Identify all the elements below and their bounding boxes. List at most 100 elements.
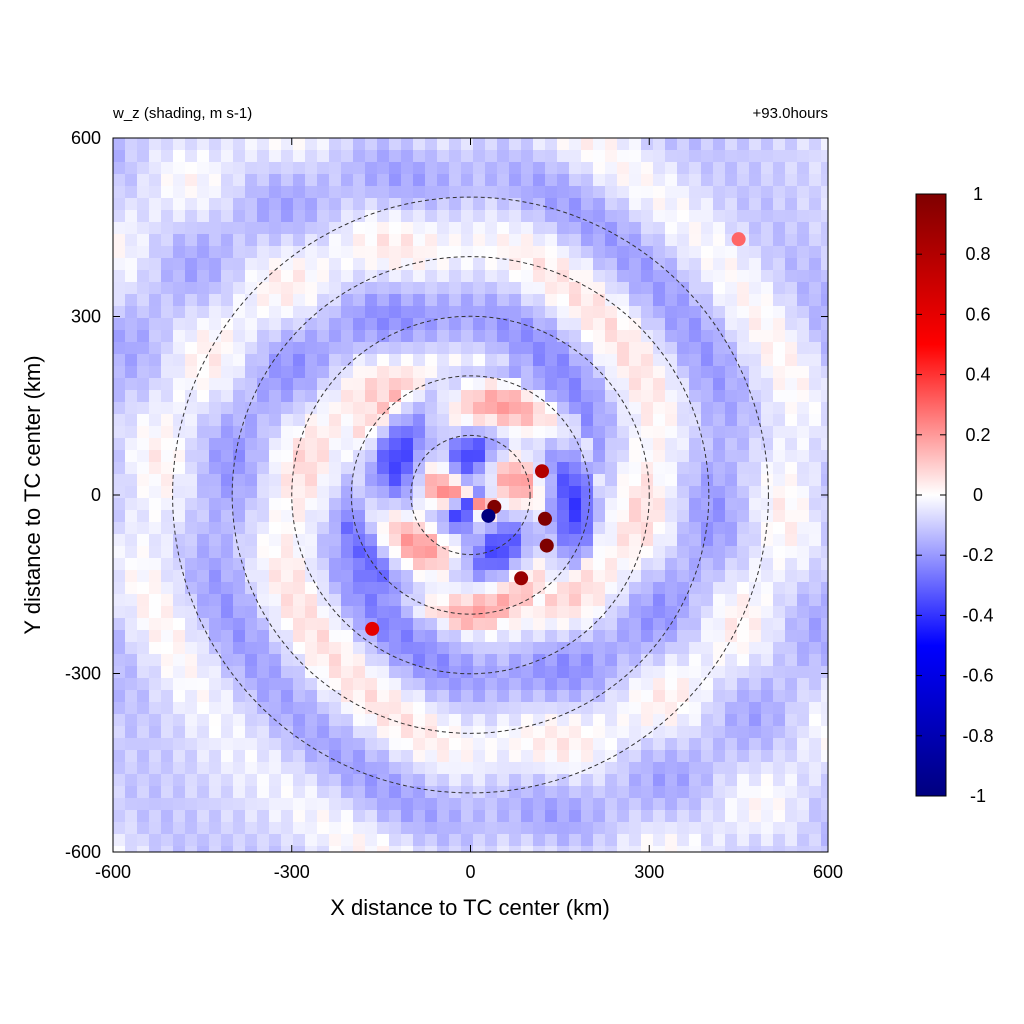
field-cell [365, 546, 378, 559]
field-cell [533, 666, 546, 679]
field-cell [293, 522, 306, 535]
field-cell [365, 606, 378, 619]
field-cell [281, 366, 294, 379]
field-cell [197, 438, 210, 451]
field-cell [401, 570, 414, 583]
field-cell [713, 150, 726, 163]
field-cell [761, 714, 774, 727]
field-cell [185, 258, 198, 271]
field-cell [653, 162, 666, 175]
field-cell [233, 186, 246, 199]
field-cell [401, 474, 414, 487]
field-cell [461, 414, 474, 427]
field-cell [761, 390, 774, 403]
field-cell [113, 702, 126, 715]
field-cell [185, 738, 198, 751]
field-cell [737, 426, 750, 439]
field-cell [593, 270, 606, 283]
chart-title-left: w_z (shading, m s-1) [112, 105, 252, 122]
field-cell [689, 558, 702, 571]
field-cell [125, 330, 138, 343]
field-cell [113, 546, 126, 559]
field-cell [737, 798, 750, 811]
field-cell [137, 690, 150, 703]
field-cell [773, 762, 786, 775]
field-cell [305, 354, 318, 367]
field-cell [233, 642, 246, 655]
field-cell [173, 666, 186, 679]
field-cell [533, 222, 546, 235]
field-cell [281, 654, 294, 667]
field-cell [725, 474, 738, 487]
field-cell [737, 198, 750, 211]
field-cell [149, 810, 162, 823]
field-cell [461, 294, 474, 307]
field-cell [821, 234, 828, 247]
field-cell [377, 690, 390, 703]
field-cell [617, 666, 630, 679]
field-cell [401, 426, 414, 439]
colorbar-tick-label: -1 [970, 786, 986, 806]
field-cell [221, 666, 234, 679]
field-cell [593, 546, 606, 559]
field-cell [497, 210, 510, 223]
field-cell [473, 594, 486, 607]
field-cell [401, 690, 414, 703]
field-cell [125, 618, 138, 631]
field-cell [413, 618, 426, 631]
field-cell [701, 606, 714, 619]
field-cell [761, 498, 774, 511]
field-cell [521, 342, 534, 355]
field-cell [257, 210, 270, 223]
field-cell [293, 714, 306, 727]
field-cell [569, 246, 582, 259]
field-cell [257, 630, 270, 643]
field-cell [485, 822, 498, 835]
field-cell [437, 162, 450, 175]
field-cell [473, 246, 486, 259]
field-cell [809, 162, 822, 175]
field-cell [257, 246, 270, 259]
field-cell [449, 198, 462, 211]
field-cell [269, 582, 282, 595]
field-cell [209, 642, 222, 655]
field-cell [149, 174, 162, 187]
field-cell [125, 450, 138, 463]
field-cell [329, 546, 342, 559]
field-cell [605, 786, 618, 799]
field-cell [581, 438, 594, 451]
field-cell [353, 306, 366, 319]
field-cell [125, 570, 138, 583]
y-axis-label: Y distance to TC center (km) [20, 355, 45, 634]
field-cell [221, 510, 234, 523]
field-cell [197, 342, 210, 355]
field-cell [509, 750, 522, 763]
field-cell [749, 390, 762, 403]
field-cell [185, 174, 198, 187]
field-cell [689, 798, 702, 811]
field-cell [761, 618, 774, 631]
field-cell [701, 258, 714, 271]
field-cell [341, 294, 354, 307]
field-cell [149, 318, 162, 331]
field-cell [377, 306, 390, 319]
field-cell [545, 498, 558, 511]
field-cell [149, 546, 162, 559]
field-cell [185, 678, 198, 691]
field-cell [593, 354, 606, 367]
field-cell [401, 834, 414, 847]
field-cell [665, 198, 678, 211]
field-cell [677, 822, 690, 835]
field-cell [317, 834, 330, 847]
field-cell [497, 354, 510, 367]
field-cell [581, 282, 594, 295]
field-cell [377, 678, 390, 691]
field-cell [173, 366, 186, 379]
field-cell [821, 846, 828, 852]
field-cell [725, 738, 738, 751]
field-cell [821, 138, 828, 151]
field-cell [509, 318, 522, 331]
field-cell [161, 366, 174, 379]
field-cell [713, 582, 726, 595]
field-cell [149, 234, 162, 247]
